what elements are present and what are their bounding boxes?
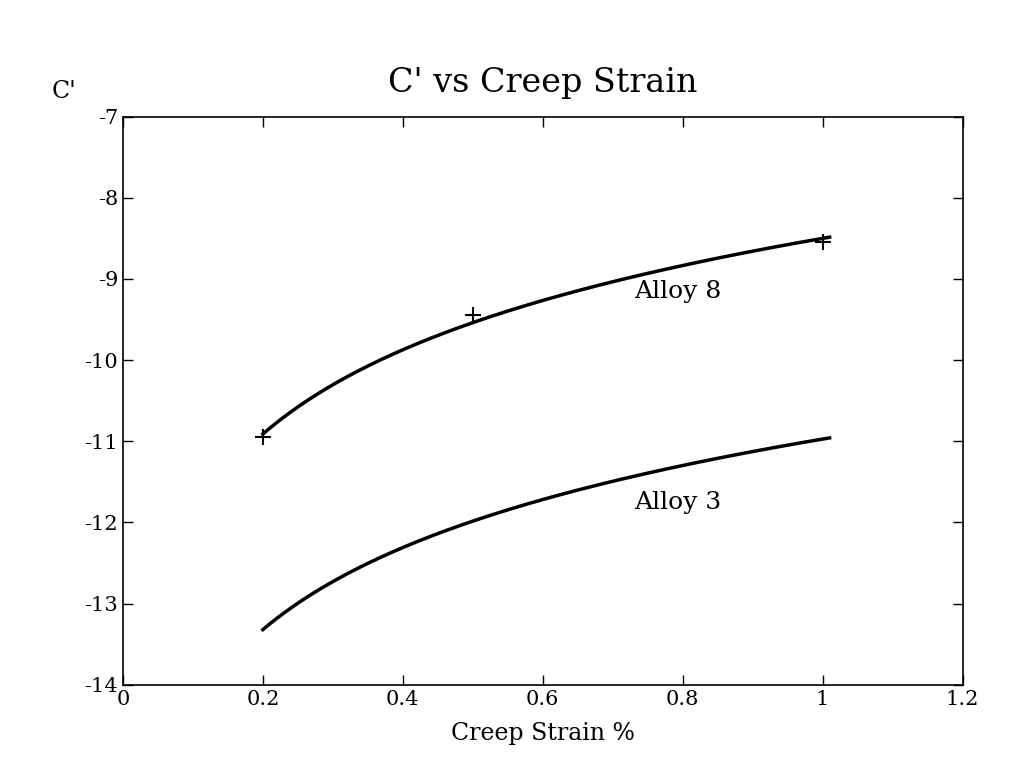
X-axis label: Creep Strain %: Creep Strain % [451,723,635,745]
Title: C' vs Creep Strain: C' vs Creep Strain [388,67,697,99]
Text: Alloy 8: Alloy 8 [634,279,721,303]
Text: C': C' [51,79,76,103]
Text: Alloy 3: Alloy 3 [634,491,721,513]
